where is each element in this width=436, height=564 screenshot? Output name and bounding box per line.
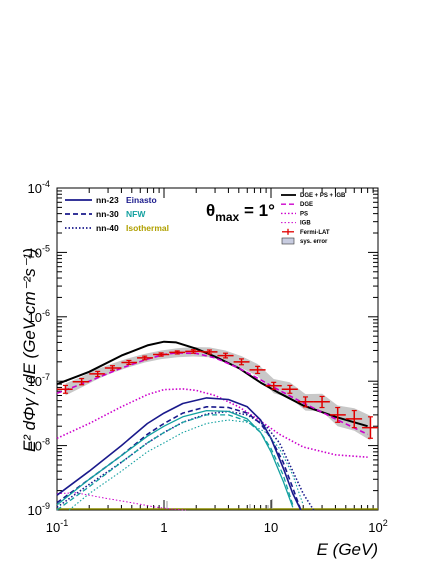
theta-symbol: θ xyxy=(206,201,215,220)
x-axis-title: E (GeV) xyxy=(317,540,378,559)
fermi-point xyxy=(121,359,138,366)
y-tick-base: 10 xyxy=(28,181,42,196)
legend-component-label: Fermi-LAT xyxy=(300,230,330,236)
legend-profile-label: Isothermal xyxy=(126,223,169,233)
y-tick-base: 10 xyxy=(28,245,42,260)
series-dge xyxy=(56,352,368,436)
legend-component-label: DGE + PS + IGB xyxy=(300,193,346,199)
series-nn-40-isothermal xyxy=(56,410,315,511)
series-nn-23-einasto-teal xyxy=(56,409,294,508)
fermi-point xyxy=(217,352,234,359)
fermi-point xyxy=(313,395,330,409)
fermi-point xyxy=(72,377,90,386)
legend-model-label: nn-23 xyxy=(96,195,119,205)
legend-sys-error-swatch xyxy=(281,237,295,245)
model-curves xyxy=(56,340,368,511)
y-tick-exp: -8 xyxy=(42,437,50,447)
fermi-point xyxy=(297,396,314,408)
y-tick-label: 10-7 xyxy=(28,372,50,389)
fermi-point xyxy=(329,406,346,423)
y-tick-label: 10-8 xyxy=(28,437,50,454)
theta-subscript: max xyxy=(215,210,239,224)
fermi-point xyxy=(362,416,378,439)
legend-model-label: nn-30 xyxy=(96,209,119,219)
x-tick-exp: 2 xyxy=(383,518,388,528)
y-tick-base: 10 xyxy=(28,310,42,325)
tick-labels: 10-910-810-710-610-510-410-1 1 10 102 xyxy=(28,179,388,535)
fermi-point xyxy=(89,370,105,378)
fermi-point xyxy=(345,409,363,429)
fermi-point xyxy=(57,384,73,394)
fermi-point xyxy=(201,349,218,355)
y-tick-exp: -9 xyxy=(42,501,50,511)
svg-text:θmax = 1°: θmax = 1° xyxy=(206,201,275,224)
x-tick-base: 10 xyxy=(264,520,278,535)
x-tick-label: 10 xyxy=(264,520,278,535)
plot-frame xyxy=(56,187,379,511)
theta-annotation: θmax = 1° xyxy=(206,201,275,224)
x-tick-base: 10 xyxy=(46,520,60,535)
x-tick-label: 10-1 xyxy=(46,518,68,535)
legend-model-label: nn-40 xyxy=(96,223,119,233)
y-tick-exp: -4 xyxy=(42,179,50,189)
fermi-point xyxy=(249,365,266,375)
x-tick-exp: -1 xyxy=(60,518,68,528)
y-tick-exp: -5 xyxy=(42,243,50,253)
legend-models: nn-23 Einasto nn-30 NFW nn-40 Isothermal xyxy=(65,195,169,233)
fermi-point xyxy=(265,381,282,390)
legend-profile-label: NFW xyxy=(126,209,146,219)
x-tick-label: 1 xyxy=(160,520,167,535)
series-ps xyxy=(56,388,368,458)
legend-component-label: DGE xyxy=(300,202,313,208)
series-dge-ps-igb xyxy=(56,340,368,428)
y-axis-title: E² dΦγ / dE (GeV cm⁻²s⁻¹) xyxy=(20,248,39,452)
y-tick-label: 10-6 xyxy=(28,308,50,325)
x-tick-base: 10 xyxy=(368,520,382,535)
fermi-point xyxy=(137,355,154,361)
series-nn-30-nfw-teal xyxy=(56,414,294,511)
fermi-point xyxy=(169,350,186,355)
fermi-point xyxy=(153,352,170,357)
x-tick-base: 1 xyxy=(160,520,167,535)
y-tick-label: 10-9 xyxy=(28,501,50,518)
y-tick-base: 10 xyxy=(28,439,42,454)
y-tick-label: 10-5 xyxy=(28,243,50,260)
fermi-point xyxy=(233,358,250,366)
fermi-lat-points xyxy=(57,349,378,439)
fermi-point xyxy=(104,365,122,371)
theta-value: = 1° xyxy=(239,201,275,220)
fermi-point xyxy=(185,349,202,354)
legend-component-label: PS xyxy=(300,211,308,217)
legend-component-label: sys. error xyxy=(300,239,328,245)
y-tick-base: 10 xyxy=(28,503,42,518)
y-tick-base: 10 xyxy=(28,374,42,389)
y-tick-exp: -7 xyxy=(42,372,50,382)
legend-components: DGE + PS + IGB DGE PS IGB Fermi-LAT sys. erro… xyxy=(281,193,346,245)
y-tick-label: 10-4 xyxy=(28,179,50,196)
series-nn-30-nfw xyxy=(56,406,302,511)
axes-frame xyxy=(56,187,379,511)
x-tick-label: 102 xyxy=(368,518,387,535)
legend-profile-label: Einasto xyxy=(126,195,157,205)
series-nn-23-einasto xyxy=(56,397,302,511)
y-tick-exp: -6 xyxy=(42,308,50,318)
fermi-point xyxy=(281,384,298,394)
legend-component-label: IGB xyxy=(300,221,311,227)
